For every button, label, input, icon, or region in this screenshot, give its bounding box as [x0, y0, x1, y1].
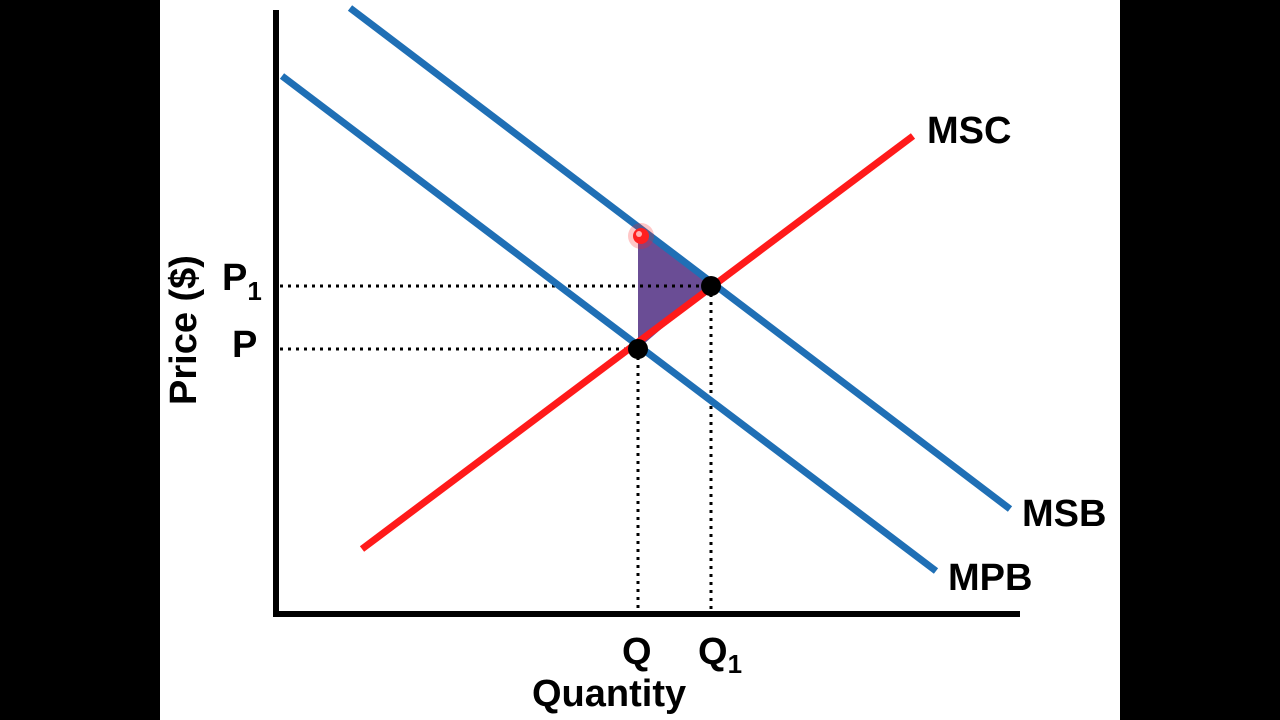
p1-label: P1 — [222, 257, 262, 306]
msc-label: MSC — [927, 110, 1011, 152]
mpb-label: MPB — [948, 557, 1032, 599]
y-axis-label: Price ($) — [163, 255, 205, 405]
q-label: Q — [622, 631, 652, 673]
externality-diagram: MSC MSB MPB P1 P Q Q1 Quantity Price ($) — [163, 5, 1106, 715]
diagram-stage: MSC MSB MPB P1 P Q Q1 Quantity Price ($) — [160, 0, 1120, 720]
mpb-curve — [279, 73, 939, 574]
x-axis-label: Quantity — [532, 673, 686, 715]
welfare-gain-area — [638, 228, 711, 349]
social-equilibrium-point — [701, 276, 721, 296]
private-equilibrium-point — [628, 339, 648, 359]
msb-curve — [347, 5, 1013, 512]
q1-label: Q1 — [698, 631, 742, 679]
msb-label: MSB — [1022, 493, 1106, 535]
marker-highlight — [636, 231, 642, 237]
p-label: P — [232, 324, 257, 366]
